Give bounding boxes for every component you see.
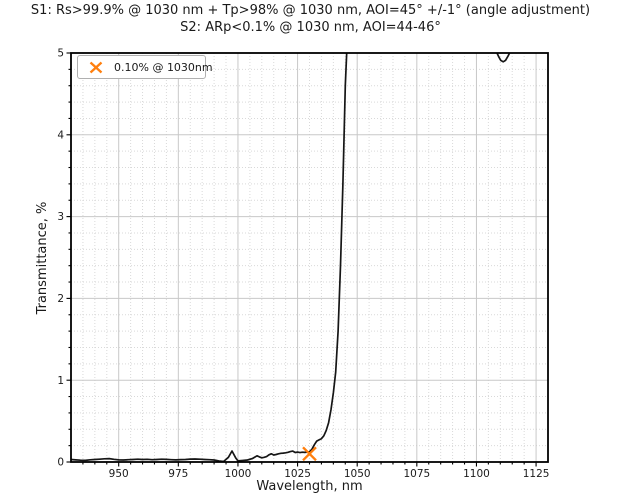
x-tick-label: 950 <box>109 468 129 480</box>
axis-ticks <box>66 52 537 467</box>
major-gridlines <box>71 53 548 462</box>
x-tick-labels: 950 975 1000 1025 1050 1075 1100 1125 <box>109 468 550 480</box>
chart-title-line2: S2: ARp<0.1% @ 1030 nm, AOI=44-46° <box>180 19 441 35</box>
x-tick-label: 1075 <box>403 468 430 480</box>
legend-label: 0.10% @ 1030nm <box>114 60 213 74</box>
x-tick-label: 975 <box>168 468 188 480</box>
y-tick-label: 3 <box>57 211 64 223</box>
data-series <box>70 52 511 463</box>
y-tick-labels: 0 1 2 3 4 5 <box>57 48 64 469</box>
transmittance-curve <box>70 52 348 463</box>
plot-border <box>70 52 549 463</box>
x-tick-label: 1025 <box>284 468 311 480</box>
transmittance-curve-notch <box>496 52 511 63</box>
y-tick-label: 2 <box>57 293 64 305</box>
legend: 0.10% @ 1030nm <box>77 55 213 79</box>
minor-gridlines <box>71 53 548 462</box>
y-tick-label: 5 <box>57 48 64 60</box>
x-tick-label: 1000 <box>225 468 252 480</box>
x-axis-label: Wavelength, nm <box>256 479 363 494</box>
y-tick-label: 1 <box>57 375 64 387</box>
chart-title: S1: Rs>99.9% @ 1030 nm + Tp>98% @ 1030 n… <box>0 3 621 36</box>
x-tick-label: 1125 <box>523 468 550 480</box>
y-tick-label: 0 <box>57 457 64 469</box>
x-tick-label: 1100 <box>463 468 490 480</box>
chart-title-line1: S1: Rs>99.9% @ 1030 nm + Tp>98% @ 1030 n… <box>30 3 591 18</box>
y-tick-label: 4 <box>57 129 64 141</box>
x-tick-label: 1050 <box>344 468 371 480</box>
marker-x <box>302 446 317 462</box>
legend-x-marker-icon <box>89 61 103 73</box>
y-axis-label: Transmittance, % <box>35 201 50 314</box>
marker-x-stroke <box>302 446 317 462</box>
